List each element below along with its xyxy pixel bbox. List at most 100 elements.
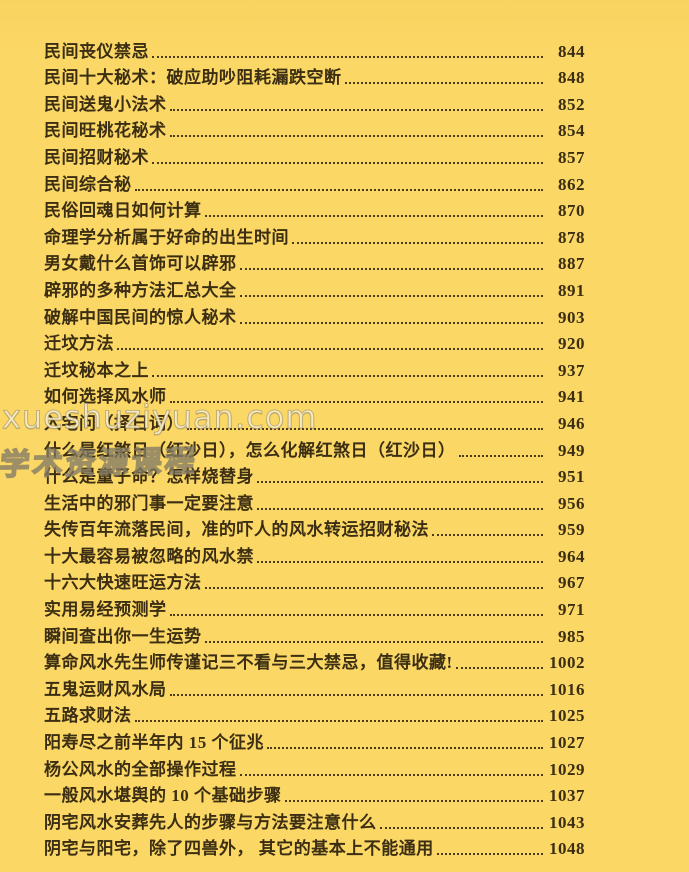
toc-entry: 什么是红煞日（红沙日），怎么化解红煞日（红沙日） 949 bbox=[44, 435, 585, 462]
toc-entry: 男女戴什么首饰可以辟邪 887 bbox=[44, 249, 585, 276]
entry-title: 民间十大秘术：破应助吵阻耗漏跌空断 bbox=[44, 68, 342, 88]
page-number: 1016 bbox=[549, 679, 585, 699]
page-number: 985 bbox=[558, 626, 585, 646]
toc-entry: 民间送鬼小法术 852 bbox=[44, 89, 585, 116]
page-number: 1043 bbox=[549, 812, 585, 832]
toc-entry: 五鬼运财风水局 1016 bbox=[44, 674, 585, 701]
dot-leader bbox=[169, 614, 543, 617]
entry-title: 民间旺桃花秘术 bbox=[44, 121, 167, 141]
dot-leader bbox=[187, 427, 543, 430]
dot-leader bbox=[267, 747, 543, 750]
toc-entry: 生活中的邪门事一定要注意 956 bbox=[44, 488, 585, 515]
toc-entry: 民间综合秘 862 bbox=[44, 169, 585, 196]
dot-leader bbox=[436, 853, 543, 856]
entry-title: 十六大快速旺运方法 bbox=[44, 573, 202, 593]
entry-title: 五路求财法 bbox=[44, 706, 132, 726]
toc-entry: 阳寿尽之前半年内 15 个征兆 1027 bbox=[44, 727, 585, 754]
dot-leader bbox=[152, 161, 543, 164]
toc-entry: 迁坟方法 920 bbox=[44, 329, 585, 356]
page-number: 971 bbox=[558, 600, 585, 620]
dot-leader bbox=[239, 294, 543, 297]
toc-entry: 阴宅与阳宅，除了四兽外， 其它的基本上不能通用 1048 bbox=[44, 834, 585, 861]
entry-title: 男女戴什么首饰可以辟邪 bbox=[44, 254, 237, 274]
page-number: 1027 bbox=[549, 733, 585, 753]
page-number: 967 bbox=[558, 573, 585, 593]
page-number: 844 bbox=[558, 41, 585, 61]
dot-leader bbox=[152, 55, 543, 58]
page-number: 870 bbox=[558, 201, 585, 221]
page-number: 959 bbox=[558, 520, 585, 540]
dot-leader bbox=[239, 268, 543, 271]
page-number: 920 bbox=[558, 334, 585, 354]
entry-title: 阴宅与阳宅，除了四兽外， 其它的基本上不能通用 bbox=[44, 839, 434, 859]
toc-entry: 失传百年流落民间，准的吓人的风水转运招财秘法 959 bbox=[44, 515, 585, 542]
toc-entry: 瞬间查出你一生运势 985 bbox=[44, 621, 585, 648]
dot-leader bbox=[117, 348, 543, 351]
dot-leader bbox=[432, 534, 543, 537]
page-number: 956 bbox=[558, 493, 585, 513]
toc-entry: 十六大快速旺运方法 967 bbox=[44, 568, 585, 595]
toc-entry: 算命风水先生师传谨记三不看与三大禁忌，值得收藏! 1002 bbox=[44, 648, 585, 675]
toc-entry: 民间旺桃花秘术 854 bbox=[44, 116, 585, 143]
entry-title: 辟邪的多种方法汇总大全 bbox=[44, 280, 237, 300]
entry-title: 阳寿尽之前半年内 15 个征兆 bbox=[44, 733, 264, 753]
toc-entry: 什么是童子命？怎样烧替身 951 bbox=[44, 462, 585, 489]
toc-entry: 民俗回魂日如何计算 870 bbox=[44, 196, 585, 223]
dot-leader bbox=[239, 321, 543, 324]
entry-title: 迁坟秘本之上 bbox=[44, 360, 149, 380]
page-number: 1048 bbox=[549, 839, 585, 859]
toc-entry: 十大最容易被忽略的风水禁 964 bbox=[44, 541, 585, 568]
toc-entry: 辟邪的多种方法汇总大全 891 bbox=[44, 275, 585, 302]
page-number: 1029 bbox=[549, 759, 585, 779]
entry-title: 民间送鬼小法术 bbox=[44, 94, 167, 114]
page-number: 862 bbox=[558, 174, 585, 194]
dot-leader bbox=[169, 108, 543, 111]
toc-entry: 杨公风水的全部操作过程 1029 bbox=[44, 754, 585, 781]
dot-leader bbox=[284, 800, 543, 803]
dot-leader bbox=[257, 481, 543, 484]
dot-leader bbox=[239, 773, 543, 776]
entry-title: 杨公风水的全部操作过程 bbox=[44, 759, 237, 779]
toc-entry: 破解中国民间的惊人秘术 903 bbox=[44, 302, 585, 329]
page-number: 857 bbox=[558, 147, 585, 167]
entry-title: 民间丧仪禁忌 bbox=[44, 41, 149, 61]
entry-title: 民俗回魂日如何计算 bbox=[44, 201, 202, 221]
page-number: 941 bbox=[558, 387, 585, 407]
dot-leader bbox=[344, 82, 543, 85]
entry-title: 如何选择风水师 bbox=[44, 387, 167, 407]
dot-leader bbox=[134, 720, 543, 723]
entry-title: 十大最容易被忽略的风水禁 bbox=[44, 546, 254, 566]
dot-leader bbox=[458, 454, 543, 457]
entry-title: 实用易经预测学 bbox=[44, 600, 167, 620]
dot-leader bbox=[379, 826, 543, 829]
entry-title: 命理学分析属于好命的出生时间 bbox=[44, 227, 289, 247]
entry-title: 迁坟方法 bbox=[44, 334, 114, 354]
dot-leader bbox=[169, 693, 543, 696]
entry-title: 五鬼运财风水局 bbox=[44, 679, 167, 699]
entry-title: 生活中的邪门事一定要注意 bbox=[44, 493, 254, 513]
entry-title: 失传百年流落民间，准的吓人的风水转运招财秘法 bbox=[44, 520, 429, 540]
toc-entry: 入宅问（择日词） 946 bbox=[44, 408, 585, 435]
dot-leader bbox=[134, 188, 543, 191]
page-number: 848 bbox=[558, 68, 585, 88]
toc-entry: 民间招财秘术 857 bbox=[44, 142, 585, 169]
page-number: 937 bbox=[558, 360, 585, 380]
page-number: 887 bbox=[558, 254, 585, 274]
page-number: 878 bbox=[558, 227, 585, 247]
dot-leader bbox=[455, 667, 543, 670]
dot-leader bbox=[257, 507, 543, 510]
toc-entry: 民间丧仪禁忌 844 bbox=[44, 36, 585, 63]
toc-entry: 如何选择风水师 941 bbox=[44, 382, 585, 409]
toc-entry: 命理学分析属于好命的出生时间 878 bbox=[44, 222, 585, 249]
toc-list: 民间丧仪禁忌 844 民间十大秘术：破应助吵阻耗漏跌空断 848 民间送鬼小法术 852 民… bbox=[44, 36, 585, 860]
page-number: 949 bbox=[558, 440, 585, 460]
dot-leader bbox=[204, 587, 543, 590]
page-number: 1002 bbox=[549, 653, 585, 673]
entry-title: 什么是童子命？怎样烧替身 bbox=[44, 467, 254, 487]
entry-title: 一般风水堪舆的 10 个基础步骤 bbox=[44, 786, 282, 806]
dot-leader bbox=[169, 135, 543, 138]
toc-entry: 迁坟秘本之上 937 bbox=[44, 355, 585, 382]
page-number: 951 bbox=[558, 467, 585, 487]
page-number: 946 bbox=[558, 413, 585, 433]
